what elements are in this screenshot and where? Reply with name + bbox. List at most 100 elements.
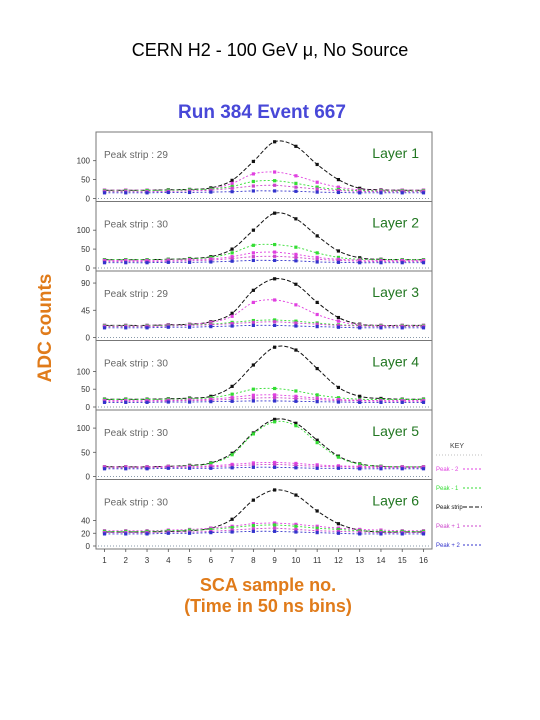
data-point-peak-strip xyxy=(294,421,298,425)
data-point-peak-strip xyxy=(230,178,234,182)
data-point-peak-plus-2 xyxy=(124,467,128,471)
data-point-peak-plus-1 xyxy=(294,527,298,532)
data-point-peak-minus-1 xyxy=(294,245,298,249)
data-point-peak-minus-2 xyxy=(251,522,255,526)
data-point-peak-plus-2 xyxy=(400,467,404,471)
data-point-peak-plus-2 xyxy=(230,259,234,263)
panel-layer-1: 0 50 100 Peak strip : 29 Layer 1 xyxy=(77,131,433,204)
data-point-peak-strip xyxy=(315,509,319,513)
data-point-peak-plus-2 xyxy=(230,324,234,328)
data-point-peak-minus-2 xyxy=(273,460,277,465)
panel-layer-5: 0 50 100 Peak strip : 30 Layer 5 xyxy=(77,409,433,482)
data-point-peak-minus-2 xyxy=(294,174,298,178)
data-point-peak-plus-2 xyxy=(230,530,234,534)
data-point-peak-minus-1 xyxy=(273,420,277,424)
data-point-peak-plus-2 xyxy=(294,259,298,263)
y-tick-label: 50 xyxy=(81,245,90,254)
data-point-peak-minus-1 xyxy=(294,424,298,428)
data-point-peak-plus-1 xyxy=(336,529,341,533)
y-tick-label: 0 xyxy=(86,473,91,482)
series-line-peak-strip xyxy=(104,345,424,400)
data-point-peak-plus-2 xyxy=(294,466,298,470)
data-point-peak-plus-1 xyxy=(315,322,319,326)
data-point-peak-plus-2 xyxy=(230,466,234,470)
data-point-peak-strip xyxy=(315,234,319,238)
legend-entry-label: Peak strip xyxy=(436,505,463,511)
data-point-peak-plus-1 xyxy=(358,530,362,534)
data-point-peak-strip xyxy=(315,300,319,305)
data-point-peak-plus-2 xyxy=(209,260,213,264)
data-point-peak-strip xyxy=(336,249,341,253)
data-point-peak-minus-1 xyxy=(294,524,298,528)
data-point-peak-minus-1 xyxy=(187,528,192,532)
data-point-peak-minus-1 xyxy=(230,525,234,530)
data-point-peak-plus-2 xyxy=(315,325,319,329)
series-line-peak-minus-1 xyxy=(104,524,424,532)
data-point-peak-plus-2 xyxy=(358,191,362,195)
data-point-peak-minus-2 xyxy=(315,524,319,528)
data-point-peak-plus-2 xyxy=(421,326,426,330)
x-tick-label: 11 xyxy=(313,556,322,565)
data-point-peak-plus-2 xyxy=(421,467,426,471)
data-point-peak-plus-1 xyxy=(294,321,298,325)
data-point-peak-minus-2 xyxy=(294,252,298,256)
data-point-peak-plus-2 xyxy=(187,190,192,195)
data-point-peak-plus-2 xyxy=(251,323,255,327)
layer-label: Layer 5 xyxy=(372,423,419,439)
y-tick-label: 40 xyxy=(81,517,90,526)
legend-entry-label: Peak + 2 xyxy=(436,543,461,549)
data-point-peak-minus-1 xyxy=(273,318,277,322)
y-tick-label: 100 xyxy=(77,226,91,235)
data-point-peak-strip xyxy=(294,282,298,286)
panel-layer-3: 0 45 90 Peak strip : 29 Layer 3 xyxy=(81,270,433,343)
data-point-peak-plus-1 xyxy=(273,254,277,258)
slide-title: CERN H2 - 100 GeV μ, No Source xyxy=(131,40,409,60)
data-point-peak-minus-2 xyxy=(230,395,234,399)
x-tick-label: 16 xyxy=(419,556,428,565)
data-point-peak-plus-2 xyxy=(294,324,298,328)
data-point-peak-minus-2 xyxy=(251,300,255,305)
data-point-peak-minus-1 xyxy=(273,386,277,391)
data-point-peak-minus-1 xyxy=(273,242,277,247)
series-line-peak-strip xyxy=(104,140,424,191)
data-point-peak-plus-2 xyxy=(336,260,341,264)
data-point-peak-minus-1 xyxy=(294,319,298,323)
data-point-peak-strip xyxy=(251,498,255,502)
series-line-peak-plus-2 xyxy=(104,466,424,470)
series-line-peak-plus-2 xyxy=(104,530,424,535)
data-point-peak-plus-2 xyxy=(400,191,404,195)
x-tick-label: 12 xyxy=(334,556,343,565)
data-point-peak-plus-2 xyxy=(124,326,128,330)
series-line-peak-minus-2 xyxy=(104,462,424,468)
data-point-peak-minus-1 xyxy=(336,396,341,400)
data-point-peak-plus-2 xyxy=(336,190,341,195)
layer-label: Layer 6 xyxy=(372,493,419,509)
peak-strip-label: Peak strip : 30 xyxy=(104,220,168,231)
data-point-peak-plus-1 xyxy=(336,258,341,263)
legend-entry-label: Peak - 1 xyxy=(436,486,459,492)
data-point-peak-plus-2 xyxy=(421,261,426,265)
x-axis-label-line-1: SCA sample no. xyxy=(200,575,336,595)
data-point-peak-strip xyxy=(294,493,298,497)
data-point-peak-minus-1 xyxy=(251,318,255,323)
data-point-peak-minus-1 xyxy=(315,526,319,530)
layer-label: Layer 2 xyxy=(372,215,419,231)
data-point-peak-minus-1 xyxy=(315,441,319,445)
series-line-peak-plus-2 xyxy=(104,400,424,403)
data-point-peak-minus-2 xyxy=(315,180,319,184)
data-point-peak-plus-2 xyxy=(124,191,128,195)
data-point-peak-plus-2 xyxy=(315,531,319,535)
data-point-peak-plus-1 xyxy=(315,529,319,533)
data-point-peak-plus-2 xyxy=(145,400,149,404)
data-point-peak-minus-2 xyxy=(336,185,341,189)
data-point-peak-plus-2 xyxy=(187,325,192,329)
panels-group: 0 50 100 Peak strip : 29 Layer 1 0 50 100 Peak s… xyxy=(77,131,433,551)
data-point-peak-plus-2 xyxy=(209,400,213,404)
data-point-peak-plus-2 xyxy=(358,326,362,330)
data-point-peak-plus-1 xyxy=(294,463,298,467)
data-point-peak-strip xyxy=(294,217,298,221)
data-point-peak-plus-2 xyxy=(166,325,170,329)
series-line-peak-plus-1 xyxy=(104,321,424,328)
series-line-peak-minus-2 xyxy=(104,522,424,532)
y-tick-label: 50 xyxy=(81,448,90,457)
